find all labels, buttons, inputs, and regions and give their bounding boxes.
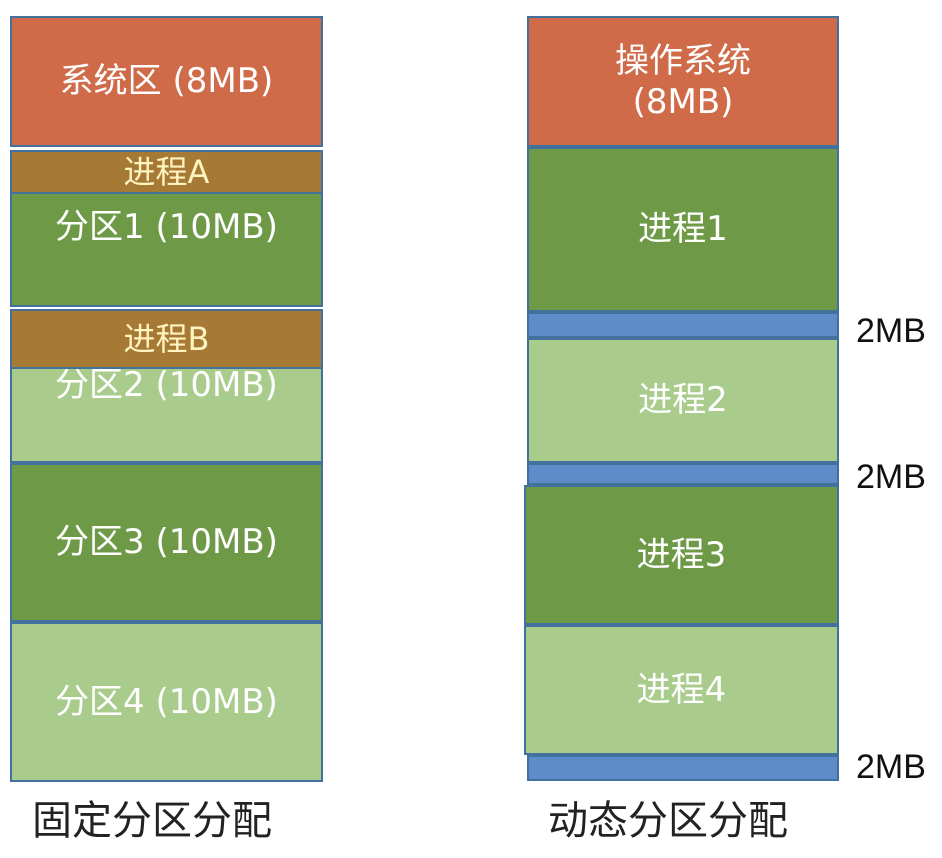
dynamic-os-area: 操作系统 (8MB)	[527, 16, 839, 147]
fixed-partition-diagram: 系统区 (8MB) 进程A 分区1 (10MB) 分区2 (10MB) 进程B …	[0, 0, 330, 790]
dynamic-gap-2-size: 2MB	[856, 458, 926, 496]
dynamic-free-gap-1	[527, 312, 839, 338]
dynamic-process-4: 进程4	[524, 625, 839, 755]
fixed-system-area: 系统区 (8MB)	[10, 16, 323, 147]
dynamic-process-3-label: 进程3	[636, 534, 727, 575]
dynamic-process-2: 进程2	[527, 338, 839, 463]
dynamic-process-2-label: 进程2	[638, 380, 728, 421]
dynamic-process-4-label: 进程4	[636, 669, 727, 710]
dynamic-process-1: 进程1	[527, 147, 839, 312]
dynamic-process-3: 进程3	[524, 485, 839, 625]
fixed-process-b: 进程B	[10, 309, 323, 369]
dynamic-os-label-line2: (8MB)	[632, 81, 734, 122]
dynamic-free-gap-2	[527, 463, 839, 485]
fixed-system-label: 系统区 (8MB)	[59, 61, 274, 102]
dynamic-os-label-line1: 操作系统	[615, 40, 751, 81]
fixed-process-b-label: 进程B	[123, 319, 210, 358]
fixed-partition-4-label: 分区4 (10MB)	[55, 681, 278, 722]
fixed-partition-3: 分区3 (10MB)	[10, 463, 323, 622]
dynamic-process-1-label: 进程1	[638, 209, 728, 250]
fixed-partition-3-label: 分区3 (10MB)	[55, 522, 278, 563]
dynamic-caption: 动态分区分配	[548, 798, 788, 844]
dynamic-gap-1-size: 2MB	[856, 312, 926, 350]
fixed-partition-2-label: 分区2 (10MB)	[55, 365, 278, 405]
fixed-process-a: 进程A	[10, 150, 323, 194]
dynamic-partition-diagram: 操作系统 (8MB) 进程1 进程2 进程3 进程4	[524, 16, 839, 781]
dynamic-gap-3-size: 2MB	[856, 748, 926, 786]
fixed-partition-1-label: 分区1 (10MB)	[55, 207, 278, 247]
fixed-caption: 固定分区分配	[32, 798, 272, 844]
fixed-partition-4: 分区4 (10MB)	[10, 622, 323, 782]
fixed-process-a-label: 进程A	[123, 152, 210, 191]
dynamic-free-gap-3	[527, 755, 839, 781]
